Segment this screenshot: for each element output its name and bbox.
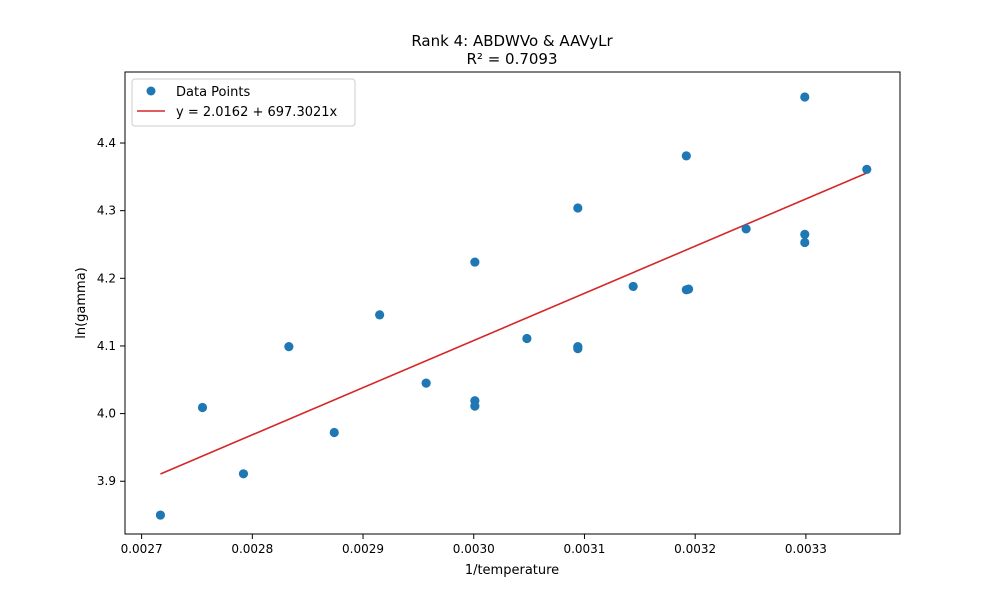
data-point <box>470 401 480 411</box>
data-point <box>800 229 810 239</box>
legend-box <box>131 78 356 127</box>
data-point <box>800 237 810 248</box>
data-point <box>628 281 638 292</box>
x-tick-label: 0.0027 <box>121 542 163 556</box>
data-point <box>421 378 431 388</box>
data-point <box>573 344 583 354</box>
x-axis-label: 1/temperature <box>465 563 559 578</box>
data-point <box>470 257 480 267</box>
chart-subtitle: R² = 0.7093 <box>466 50 557 68</box>
data-point <box>329 427 339 438</box>
legend: Data Points y = 2.0162 + 697.3021x <box>131 78 356 127</box>
data-point <box>155 510 166 520</box>
legend-label-data-points: Data Points <box>176 85 250 100</box>
y-tick-label: 4.0 <box>97 407 116 421</box>
y-axis-ticks: 3.9 4.0 4.1 4.2 4.3 4.4 <box>97 136 125 488</box>
x-tick-label: 0.0030 <box>453 542 495 556</box>
plot-frame <box>124 71 901 535</box>
data-point <box>284 342 294 352</box>
data-point <box>800 92 810 102</box>
x-tick-label: 0.0028 <box>231 542 273 556</box>
y-tick-label: 4.1 <box>97 339 116 353</box>
data-point <box>681 151 691 161</box>
fit-line <box>160 172 868 475</box>
data-point <box>683 284 694 294</box>
fit-line-group <box>160 172 868 475</box>
plot-area <box>125 72 900 534</box>
y-tick-label: 3.9 <box>97 474 116 488</box>
data-point <box>375 310 385 320</box>
data-point <box>197 402 208 413</box>
y-tick-label: 4.3 <box>97 204 116 218</box>
data-point <box>862 164 872 175</box>
x-tick-label: 0.0033 <box>785 542 827 556</box>
chart-title: Rank 4: ABDWVo & AAVyLr <box>411 32 613 50</box>
data-point <box>741 224 751 234</box>
legend-scatter-marker <box>146 86 156 96</box>
legend-label-fit-line: y = 2.0162 + 697.3021x <box>176 105 338 120</box>
y-tick-label: 4.2 <box>97 271 116 285</box>
x-tick-label: 0.0029 <box>342 542 384 556</box>
x-tick-label: 0.0031 <box>563 542 605 556</box>
y-axis-label: ln(gamma) <box>74 267 89 339</box>
x-tick-label: 0.0032 <box>674 542 716 556</box>
y-tick-label: 4.4 <box>97 136 116 150</box>
data-points-group <box>155 92 872 520</box>
data-point <box>573 203 583 213</box>
data-point <box>238 469 249 479</box>
x-axis-ticks: 0.0027 0.0028 0.0029 0.0030 0.0031 0.0032 0.00… <box>121 534 827 556</box>
data-point <box>522 333 532 344</box>
